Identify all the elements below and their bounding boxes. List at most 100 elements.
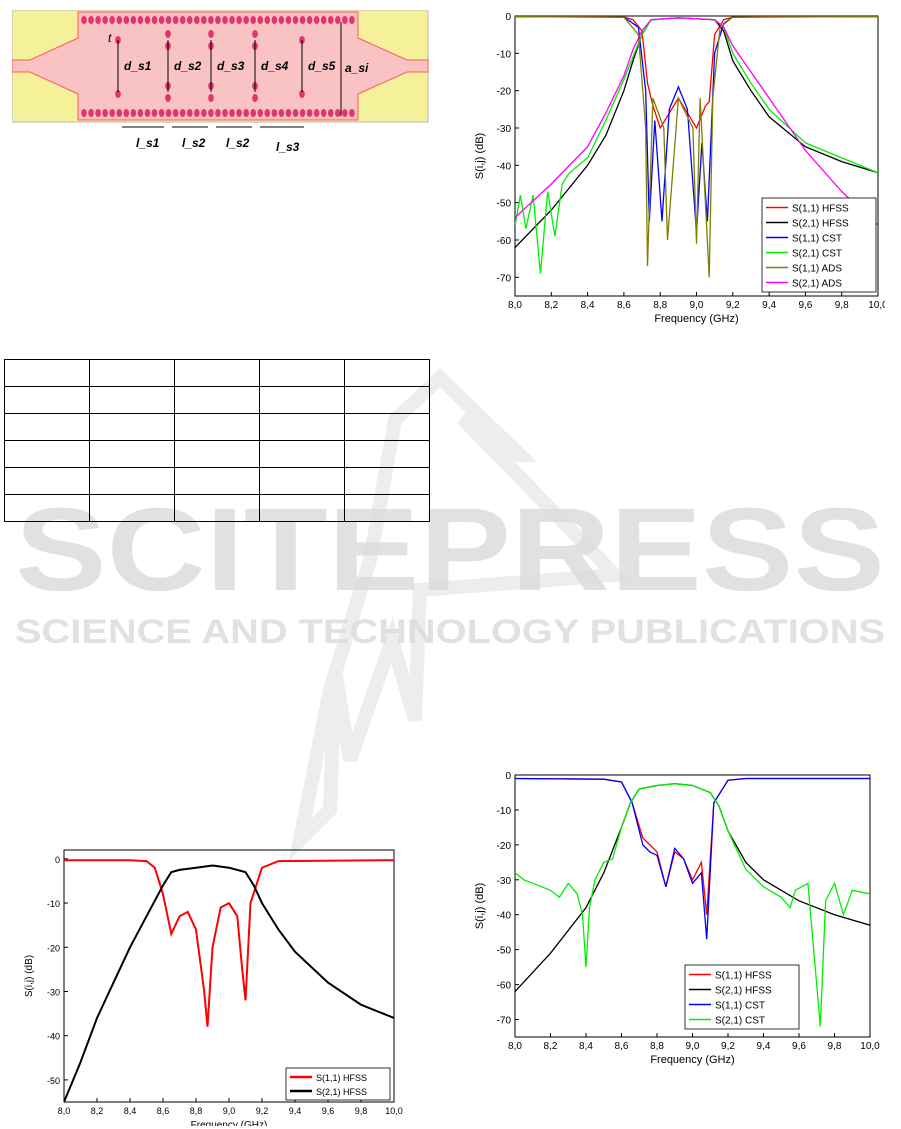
via-bottom bbox=[215, 109, 221, 117]
table-cell bbox=[259, 413, 345, 441]
table-cell bbox=[259, 494, 345, 522]
chart-bottom-right: 8,0 8,2 8,4 8,6 8,8 9,0 9,2 9,4 9,6 9,8 10,0 0 -10 -2… bbox=[474, 771, 880, 1066]
table-cell bbox=[4, 440, 90, 468]
x-axis-label: Frequency (GHz) bbox=[654, 313, 738, 325]
via-top bbox=[194, 16, 200, 24]
legend-label: S(2,1) ADS bbox=[792, 279, 842, 290]
x-tick-label: 8,8 bbox=[653, 300, 667, 311]
via-top bbox=[151, 16, 158, 24]
table-cell bbox=[89, 494, 175, 522]
legend-box bbox=[761, 197, 877, 293]
watermark-sub-text: SCIENCE AND TECHNOLOGY PUBLICATIONS bbox=[15, 613, 885, 651]
label-ds3: d_s3 bbox=[217, 59, 245, 73]
via-bottom bbox=[109, 109, 115, 117]
x-tick-label: 9,4 bbox=[762, 300, 776, 311]
via-bottom bbox=[243, 109, 249, 117]
y-tick-label: -30 bbox=[497, 876, 512, 887]
via-bottom bbox=[327, 109, 334, 117]
via-top bbox=[130, 16, 137, 24]
chart-top-right: 8,0 8,2 8,4 8,6 8,8 9,0 9,2 9,4 9,6 9,8 10,0 0 -10 -2… bbox=[474, 12, 885, 325]
via-bottom bbox=[257, 109, 264, 117]
via-top bbox=[342, 16, 348, 24]
chart-bottom-left: 8,0 8,2 8,4 8,6 8,8 9,0 9,2 9,4 9,6 9,8 10,0 0 -10 -2… bbox=[24, 849, 403, 1126]
via-bottom bbox=[236, 109, 242, 117]
table-cell bbox=[89, 359, 175, 387]
table-cell bbox=[89, 413, 175, 441]
via-rows bbox=[81, 16, 355, 117]
y-tick-label: -10 bbox=[497, 49, 512, 60]
via-bottom bbox=[278, 109, 285, 117]
via-bottom bbox=[179, 109, 186, 117]
series-line-s-2-1-hfss bbox=[64, 864, 394, 1102]
via-top bbox=[116, 16, 123, 24]
via-top bbox=[109, 16, 115, 24]
via-bottom bbox=[137, 109, 144, 117]
x-tick-label: 8,2 bbox=[544, 300, 558, 311]
via-top bbox=[306, 16, 313, 24]
via-bottom bbox=[335, 109, 341, 117]
via-post bbox=[208, 30, 214, 38]
table-cell bbox=[344, 467, 430, 495]
x-tick-label: 8,4 bbox=[579, 1041, 593, 1052]
x-tick-label: 9,0 bbox=[686, 1041, 700, 1052]
series-line-s-1-1-hfss bbox=[515, 777, 870, 915]
via-bottom bbox=[201, 109, 207, 117]
via-top bbox=[95, 16, 101, 24]
filter-schematic: t d_s1 d_s2 d_s3 d_s4 d_s5 a_si l_s1 l_s… bbox=[12, 10, 429, 154]
table-cell bbox=[4, 413, 90, 441]
series-line-s-1-1-cst bbox=[515, 777, 870, 940]
via-bottom bbox=[144, 109, 151, 117]
via-top bbox=[250, 16, 256, 24]
via-top bbox=[292, 16, 299, 24]
label-asi: a_si bbox=[345, 61, 369, 75]
legend-label: S(2,1) HFSS bbox=[715, 986, 772, 997]
legend-label: S(2,1) HFSS bbox=[316, 1087, 367, 1097]
x-tick-label: 9,2 bbox=[256, 1106, 269, 1116]
table-row bbox=[4, 494, 430, 522]
via-top bbox=[123, 16, 130, 24]
via-top bbox=[271, 16, 278, 24]
table-cell bbox=[344, 359, 430, 387]
via-post bbox=[252, 30, 258, 38]
table-row bbox=[4, 413, 430, 441]
label-ls3: l_s3 bbox=[276, 140, 300, 154]
table-cell bbox=[344, 386, 430, 414]
x-tick-label: 8,8 bbox=[190, 1106, 203, 1116]
y-axis-label: S(i,j) (dB) bbox=[474, 883, 486, 929]
via-bottom bbox=[299, 109, 306, 117]
table-cell bbox=[89, 440, 175, 468]
x-tick-label: 10,0 bbox=[860, 1041, 880, 1052]
via-bottom bbox=[342, 109, 348, 117]
via-bottom bbox=[95, 109, 101, 117]
via-bottom bbox=[320, 109, 327, 117]
via-bottom bbox=[208, 109, 214, 117]
x-tick-label: 9,6 bbox=[798, 300, 812, 311]
table-cell bbox=[344, 494, 430, 522]
table-cell bbox=[259, 359, 345, 387]
label-t: t bbox=[108, 31, 112, 45]
via-bottom bbox=[88, 109, 94, 117]
x-tick-label: 9,2 bbox=[721, 1041, 735, 1052]
via-top bbox=[102, 16, 108, 24]
via-post bbox=[299, 90, 305, 98]
via-bottom bbox=[130, 109, 137, 117]
y-axis-label: S(i,j) (dB) bbox=[474, 133, 486, 179]
y-axis-label: S(i,j) (dB) bbox=[24, 955, 35, 997]
table-cell bbox=[174, 413, 260, 441]
legend-box bbox=[684, 964, 800, 1030]
y-tick-label: 0 bbox=[55, 855, 60, 865]
via-top bbox=[158, 16, 165, 24]
series-line-s-1-1-hfss bbox=[64, 859, 394, 1027]
y-tick-label: -50 bbox=[497, 199, 512, 210]
via-post bbox=[165, 94, 171, 102]
y-tick-label: -70 bbox=[497, 273, 512, 284]
x-tick-label: 9,4 bbox=[757, 1041, 771, 1052]
via-post bbox=[165, 30, 171, 38]
legend-label: S(2,1) CST bbox=[715, 1016, 765, 1027]
via-bottom bbox=[349, 109, 355, 117]
table-row bbox=[4, 386, 430, 414]
x-tick-label: 8,8 bbox=[650, 1041, 664, 1052]
series-line-s-2-1-ads bbox=[515, 17, 878, 226]
via-bottom bbox=[264, 109, 271, 117]
table-cell bbox=[4, 494, 90, 522]
